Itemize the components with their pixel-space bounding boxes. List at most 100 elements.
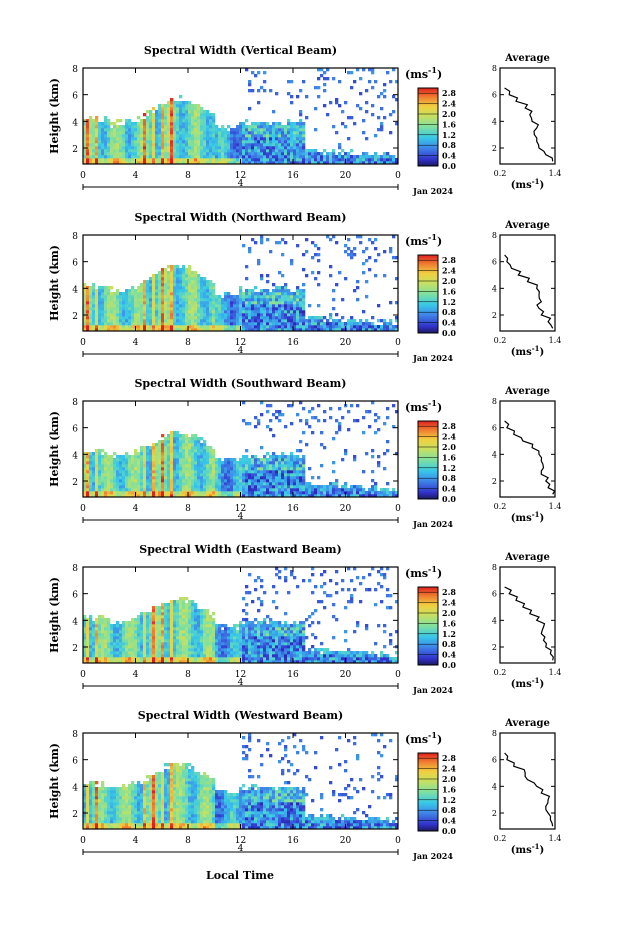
- heatmap-cell: [89, 310, 93, 314]
- heatmap-cell: [263, 292, 267, 296]
- heatmap-cell: [260, 125, 264, 129]
- heatmap-cell: [149, 458, 153, 462]
- heatmap-cell: [242, 494, 246, 498]
- heatmap-cell: [155, 627, 159, 631]
- heatmap-cell: [254, 455, 258, 459]
- heatmap-cell: [143, 140, 147, 144]
- heatmap-cell: [362, 328, 366, 332]
- heatmap-cell: [149, 152, 153, 156]
- heatmap-cell: [275, 158, 279, 162]
- heatmap-cell: [239, 292, 243, 296]
- heatmap-cell: [221, 307, 225, 311]
- heatmap-cell: [179, 295, 183, 299]
- heatmap-cell: [188, 476, 192, 480]
- heatmap-cell: [170, 101, 174, 105]
- heatmap-cell: [140, 485, 144, 489]
- heatmap-cell: [140, 146, 144, 150]
- heatmap-cell: [281, 413, 285, 417]
- heatmap-cell: [197, 113, 201, 117]
- heatmap-cell: [206, 322, 210, 326]
- heatmap-cell: [173, 437, 177, 441]
- heatmap-cell: [110, 467, 114, 471]
- heatmap-cell: [209, 325, 213, 329]
- heatmap-cell: [212, 491, 216, 495]
- heatmap-cell: [107, 494, 111, 498]
- heatmap-cell: [152, 161, 156, 165]
- heatmap-cell: [317, 491, 321, 495]
- heatmap-cell: [335, 482, 339, 486]
- heatmap-cell: [110, 292, 114, 296]
- heatmap-cell: [98, 473, 102, 477]
- heatmap-cell: [275, 313, 279, 317]
- heatmap-cell: [206, 146, 210, 150]
- heatmap-cell: [269, 328, 273, 332]
- heatmap-cell: [344, 277, 348, 281]
- heatmap-cell: [257, 464, 261, 468]
- heatmap-cell: [299, 158, 303, 162]
- heatmap-cell: [242, 401, 246, 405]
- heatmap-cell: [383, 83, 387, 87]
- heatmap-cell: [344, 452, 348, 456]
- heatmap-cell: [161, 603, 165, 607]
- heatmap-cell: [323, 419, 327, 423]
- heatmap-cell: [275, 128, 279, 132]
- heatmap-cell: [119, 292, 123, 296]
- heatmap-cell: [317, 419, 321, 423]
- heatmap-cell: [242, 464, 246, 468]
- heatmap-cell: [92, 313, 96, 317]
- heatmap-cell: [272, 491, 276, 495]
- heatmap-cell: [161, 134, 165, 138]
- heatmap-cell: [221, 134, 225, 138]
- heatmap-cell: [161, 494, 165, 498]
- heatmap-cell: [149, 283, 153, 287]
- heatmap-cell: [341, 110, 345, 114]
- heatmap-cell: [89, 494, 93, 498]
- heatmap-cell: [350, 253, 354, 257]
- heatmap-cell: [341, 149, 345, 153]
- heatmap-cell: [230, 464, 234, 468]
- heatmap-cell: [218, 161, 222, 165]
- heatmap-cell: [119, 152, 123, 156]
- heatmap-cell: [110, 143, 114, 147]
- heatmap-cell: [95, 143, 99, 147]
- heatmap-cell: [197, 455, 201, 459]
- heatmap-cell: [260, 304, 264, 308]
- panel-title: Spectral Width (Eastward Beam): [139, 543, 341, 556]
- heatmap-cell: [347, 253, 351, 257]
- heatmap-cell: [209, 458, 213, 462]
- heatmap-cell: [152, 131, 156, 135]
- heatmap-cell: [188, 491, 192, 495]
- heatmap-cell: [350, 494, 354, 498]
- heatmap-cell: [170, 624, 174, 628]
- beam-panel-1: Spectral Width (Northward Beam)2468Heigh…: [48, 211, 561, 363]
- heatmap-cell: [275, 482, 279, 486]
- heatmap-cell: [92, 494, 96, 498]
- heatmap-cell: [185, 488, 189, 492]
- heatmap-cell: [251, 149, 255, 153]
- heatmap-cell: [176, 464, 180, 468]
- heatmap-cell: [155, 298, 159, 302]
- heatmap-cell: [140, 458, 144, 462]
- heatmap-cell: [143, 280, 147, 284]
- heatmap-cell: [206, 467, 210, 471]
- heatmap-cell: [296, 482, 300, 486]
- heatmap-cell: [215, 485, 219, 489]
- heatmap-cell: [185, 298, 189, 302]
- heatmap-cell: [188, 443, 192, 447]
- heatmap-cell: [170, 152, 174, 156]
- heatmap-cell: [182, 295, 186, 299]
- heatmap-cell: [92, 639, 96, 643]
- heatmap-cell: [179, 274, 183, 278]
- heatmap-cell: [317, 158, 321, 162]
- heatmap-cell: [152, 452, 156, 456]
- heatmap-cell: [176, 485, 180, 489]
- heatmap-cell: [143, 612, 147, 616]
- heatmap-cell: [338, 328, 342, 332]
- heatmap-cell: [167, 116, 171, 120]
- heatmap-cell: [188, 319, 192, 323]
- heatmap-cell: [377, 161, 381, 165]
- heatmap-cell: [101, 455, 105, 459]
- heatmap-cell: [140, 295, 144, 299]
- heatmap-cell: [131, 470, 135, 474]
- heatmap-cell: [272, 470, 276, 474]
